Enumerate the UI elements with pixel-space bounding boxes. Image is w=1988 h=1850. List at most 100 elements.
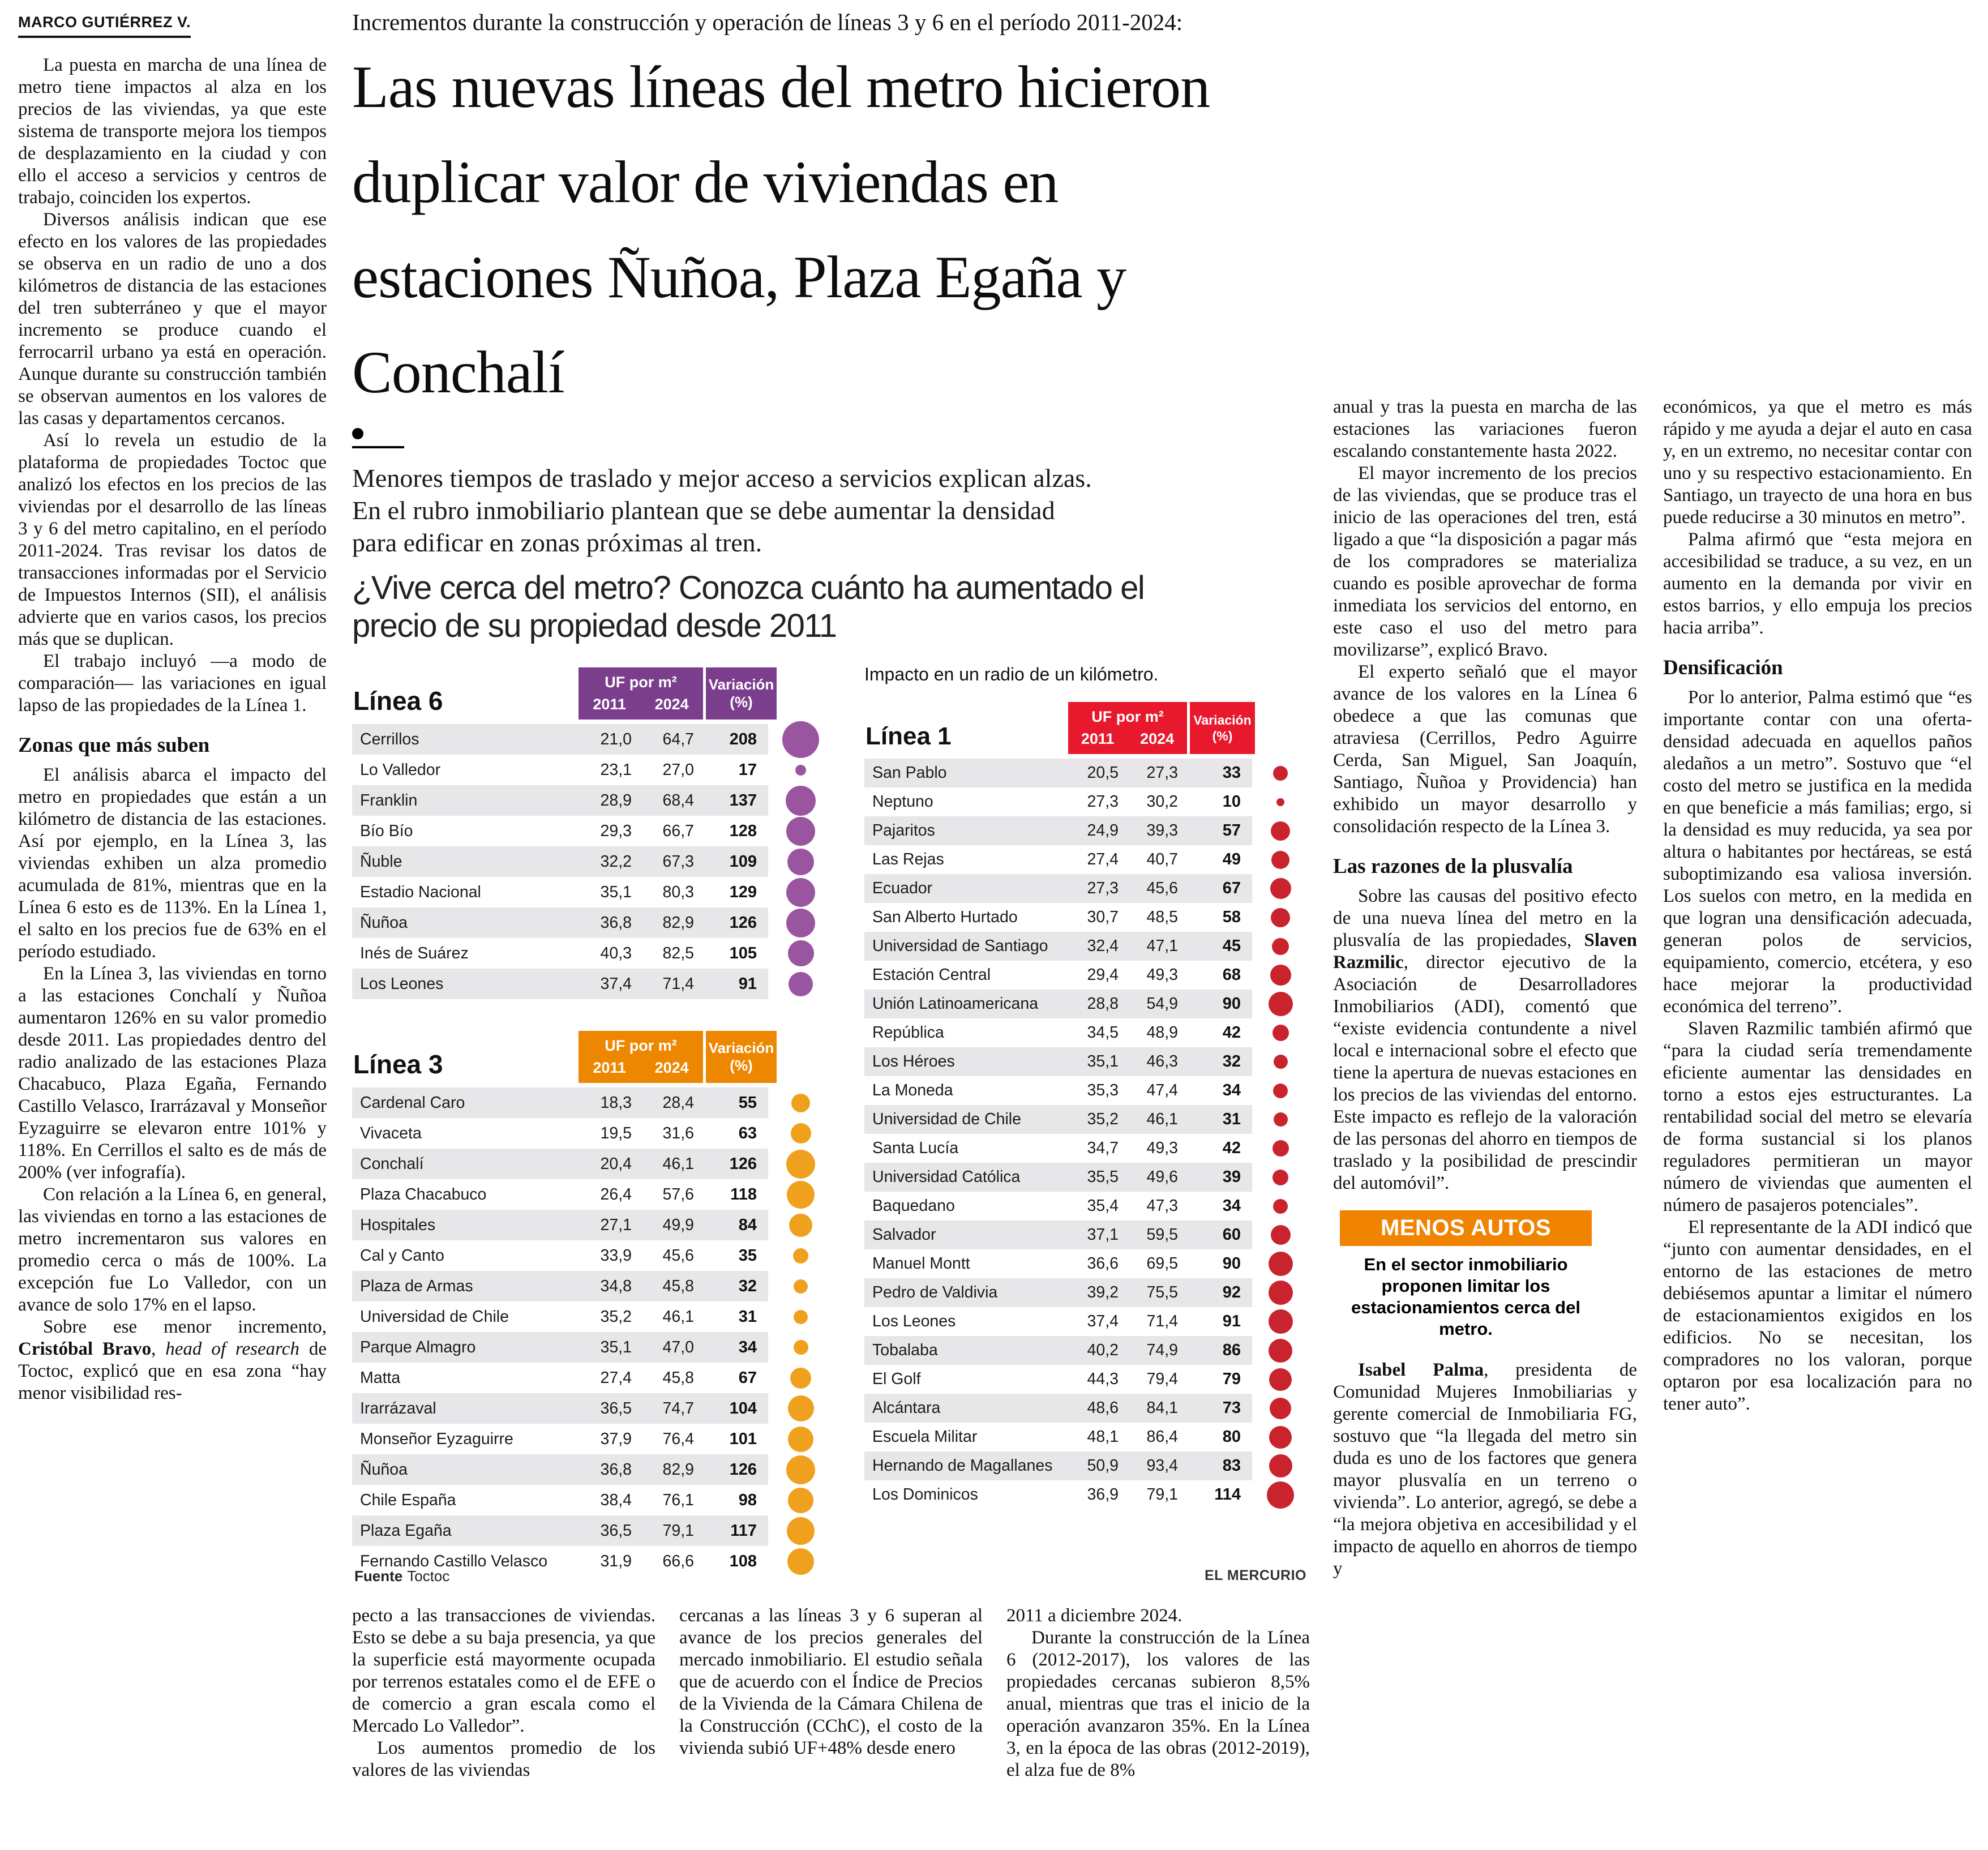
variation-bubble	[1268, 1309, 1293, 1334]
uf-2024: 68,4	[662, 791, 694, 810]
variation-bubble	[787, 1395, 814, 1421]
uf-2011: 27,3	[1087, 879, 1119, 897]
variacion-value: 34	[738, 1338, 757, 1356]
table-row: Universidad de Chile 35,2 46,1 31	[352, 1301, 845, 1332]
paragraph: Sobre ese menor incremento, Cristóbal Br…	[18, 1317, 327, 1403]
table-row: San Alberto Hurtado 30,7 48,5 58	[864, 903, 1310, 932]
paragraph: En la Línea 3, las viviendas en torno a …	[18, 963, 327, 1183]
person-name: Isabel Palma	[1358, 1360, 1484, 1380]
variation-bubble	[786, 1455, 815, 1484]
table-row: Manuel Montt 36,6 69,5 90	[864, 1249, 1310, 1278]
table-row: Ñuñoa 36,8 82,9 126	[352, 1454, 845, 1485]
variacion-value: 98	[738, 1491, 757, 1509]
uf-2011: 36,8	[600, 1460, 632, 1479]
uf-2024: 84,1	[1146, 1399, 1178, 1417]
uf-2011: 19,5	[600, 1124, 632, 1142]
variation-bubble	[787, 1180, 815, 1209]
uf-2011: 27,1	[600, 1215, 632, 1234]
table-row: Cardenal Caro 18,3 28,4 55	[352, 1087, 845, 1118]
uf-header: UF por m² 2011 2024	[579, 667, 703, 720]
uf-2011: 35,5	[1087, 1168, 1119, 1186]
variacion-value: 35	[738, 1246, 757, 1265]
table-row: Vivaceta 19,5 31,6 63	[352, 1118, 845, 1149]
table-row: Ñuble 32,2 67,3 109	[352, 846, 845, 877]
variacion-value: 45	[1222, 937, 1241, 955]
uf-2024: 74,9	[1146, 1341, 1178, 1359]
infographic: ¿Vive cerca del metro? Conozca cuánto ha…	[352, 569, 1310, 1594]
headline-block: Incrementos durante la construcción y op…	[352, 8, 1310, 559]
uf-2024: 75,5	[1146, 1283, 1178, 1301]
uf-2024: 79,1	[1146, 1485, 1178, 1504]
infographic-title: ¿Vive cerca del metro? Conozca cuánto ha…	[352, 569, 1145, 644]
uf-2011: 27,3	[1087, 793, 1119, 811]
uf-2024: 39,3	[1146, 821, 1178, 840]
variacion-value: 34	[1222, 1081, 1241, 1099]
variacion-header: Variación (%)	[706, 667, 777, 720]
uf-2011: 34,7	[1087, 1139, 1119, 1157]
uf-2024: 45,6	[1146, 879, 1178, 897]
variacion-value: 117	[730, 1521, 757, 1540]
variacion-value: 86	[1222, 1341, 1241, 1359]
station-name: Salvador	[872, 1226, 936, 1244]
uf-2024: 76,4	[662, 1429, 694, 1448]
table-row: Cerrillos 21,0 64,7 208	[352, 721, 845, 758]
uf-2024: 47,0	[662, 1338, 694, 1356]
variacion-value: 79	[1222, 1370, 1241, 1388]
station-name: El Golf	[872, 1370, 921, 1388]
variacion-value: 49	[1222, 850, 1241, 868]
variation-bubble	[788, 1426, 813, 1452]
uf-2024: 82,5	[662, 944, 694, 962]
uf-2024: 80,3	[662, 883, 694, 901]
variacion-value: 60	[1222, 1226, 1241, 1244]
variacion-value: 31	[738, 1307, 757, 1326]
paragraph: El experto señaló que el mayor avance de…	[1333, 662, 1637, 837]
variation-bubble	[786, 785, 816, 816]
variacion-value: 92	[1222, 1283, 1241, 1301]
paragraph: Los aumentos promedio de los valores de …	[352, 1738, 655, 1780]
station-name: Cerrillos	[360, 730, 419, 748]
uf-2024: 54,9	[1146, 995, 1178, 1013]
uf-2024: 45,8	[662, 1368, 694, 1387]
variacion-value: 68	[1222, 966, 1241, 984]
uf-2011: 27,4	[1087, 850, 1119, 868]
uf-2011: 35,4	[1087, 1197, 1119, 1215]
variacion-value: 126	[729, 913, 757, 932]
uf-2024: 30,2	[1146, 793, 1178, 811]
line-title: Línea 1	[866, 722, 952, 750]
station-name: Cardenal Caro	[360, 1093, 465, 1112]
uf-2011: 37,1	[1087, 1226, 1119, 1244]
variation-bubble	[1273, 1055, 1288, 1069]
uf-2024: 47,1	[1146, 937, 1178, 955]
line-title: Línea 6	[353, 686, 443, 716]
uf-2024: 49,3	[1146, 1139, 1178, 1157]
variacion-value: 42	[1222, 1139, 1241, 1157]
variation-bubble	[1270, 878, 1291, 899]
table-row: Unión Latinoamericana 28,8 54,9 90	[864, 990, 1310, 1018]
variation-bubble	[1273, 1112, 1288, 1127]
station-name: Los Leones	[360, 974, 444, 993]
uf-2024: 45,8	[662, 1277, 694, 1295]
station-name: República	[872, 1024, 944, 1042]
variation-bubble	[1268, 1281, 1293, 1305]
station-name: Pedro de Valdivia	[872, 1283, 998, 1301]
variacion-value: 32	[738, 1277, 757, 1295]
variacion-value: 105	[729, 944, 757, 962]
table-row: Tobalaba 40,2 74,9 86	[864, 1336, 1310, 1365]
table-row: Conchalí 20,4 46,1 126	[352, 1149, 845, 1179]
table-row: Bío Bío 29,3 66,7 128	[352, 816, 845, 846]
rule	[352, 446, 404, 448]
station-name: Manuel Montt	[872, 1254, 970, 1273]
table-row: Pedro de Valdivia 39,2 75,5 92	[864, 1278, 1310, 1307]
station-name: Ecuador	[872, 879, 933, 897]
table-row: Los Leones 37,4 71,4 91	[864, 1307, 1310, 1336]
paragraph: El análisis abarca el impacto del metro …	[18, 765, 327, 962]
station-name: Cal y Canto	[360, 1246, 444, 1265]
uf-2024: 49,9	[662, 1215, 694, 1234]
variation-bubble	[787, 940, 814, 966]
variacion-value: 129	[729, 883, 757, 901]
variation-bubble	[1267, 1481, 1294, 1509]
uf-2024: 27,3	[1146, 764, 1178, 782]
uf-2011: 35,1	[600, 1338, 632, 1356]
section-subhead: Zonas que más suben	[18, 734, 210, 757]
variation-bubble	[1269, 1368, 1292, 1391]
